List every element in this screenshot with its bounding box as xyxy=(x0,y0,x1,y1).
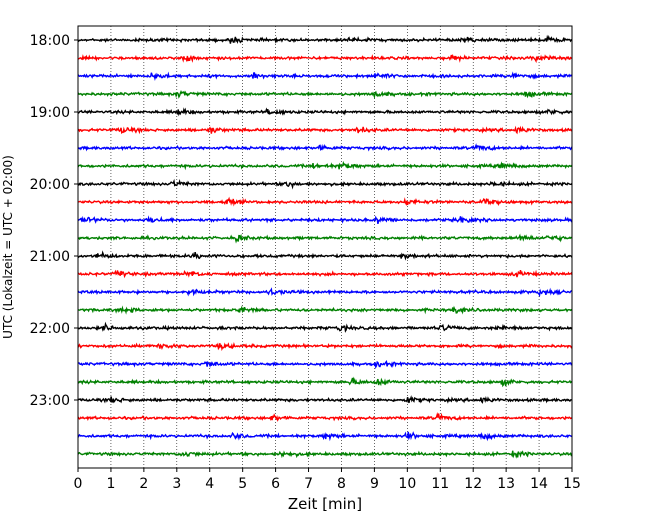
x-axis-label: Zeit [min] xyxy=(288,495,362,513)
trace-line xyxy=(77,178,573,190)
trace-line xyxy=(77,360,573,370)
trace-line xyxy=(77,34,573,45)
trace-line xyxy=(77,450,573,459)
trace-line xyxy=(77,196,573,207)
x-tick-label: 13 xyxy=(497,476,515,492)
x-axis: 0 1 2 3 4 5 6 7 8 9 10 11 12 13 14 15 xyxy=(74,468,581,492)
trace-line xyxy=(77,341,573,352)
x-tick-label: 8 xyxy=(337,476,346,492)
y-axis-label: UTC (Lokalzeit = UTC + 02:00) xyxy=(1,155,15,339)
trace-line xyxy=(77,412,573,422)
y-tick-label: 21:00 xyxy=(30,249,70,265)
y-tick-label: 19:00 xyxy=(30,105,70,121)
y-tick-label: 22:00 xyxy=(30,321,70,337)
x-tick-label: 12 xyxy=(464,476,482,492)
x-tick-label: 7 xyxy=(304,476,313,492)
x-tick-label: 9 xyxy=(370,476,379,492)
x-tick-label: 15 xyxy=(563,476,581,492)
trace-line xyxy=(77,90,573,100)
x-tick-label: 6 xyxy=(271,476,280,492)
x-tick-label: 10 xyxy=(398,476,416,492)
x-tick-label: 4 xyxy=(205,476,214,492)
trace-line xyxy=(77,395,573,404)
x-tick-label: 1 xyxy=(106,476,115,492)
x-tick-label: 0 xyxy=(74,476,83,492)
trace-line xyxy=(78,125,573,135)
x-tick-label: 3 xyxy=(172,476,181,492)
trace-line xyxy=(77,143,573,152)
trace-line xyxy=(77,321,573,333)
trace-line xyxy=(77,305,573,315)
x-tick-label: 5 xyxy=(238,476,247,492)
trace-line xyxy=(77,215,573,225)
trace-line xyxy=(77,376,573,388)
x-tick-label: 11 xyxy=(431,476,449,492)
trace-line xyxy=(77,233,573,244)
y-tick-label: 18:00 xyxy=(30,33,70,49)
x-tick-label: 2 xyxy=(139,476,148,492)
y-axis: 18:00 19:00 20:00 21:00 22:00 23:00 xyxy=(30,33,78,409)
trace-line xyxy=(77,269,573,279)
y-tick-label: 23:00 xyxy=(30,393,70,409)
trace-line xyxy=(77,71,573,81)
trace-line xyxy=(77,287,573,298)
x-tick-label: 14 xyxy=(530,476,548,492)
grid-lines xyxy=(110,26,540,468)
trace-line xyxy=(77,431,573,442)
seismic-traces xyxy=(77,34,573,459)
plot-frame xyxy=(77,25,573,469)
trace-line xyxy=(77,53,573,64)
trace-line xyxy=(77,160,573,171)
y-tick-label: 20:00 xyxy=(30,177,70,193)
trace-line xyxy=(77,250,573,261)
trace-line xyxy=(77,107,573,117)
